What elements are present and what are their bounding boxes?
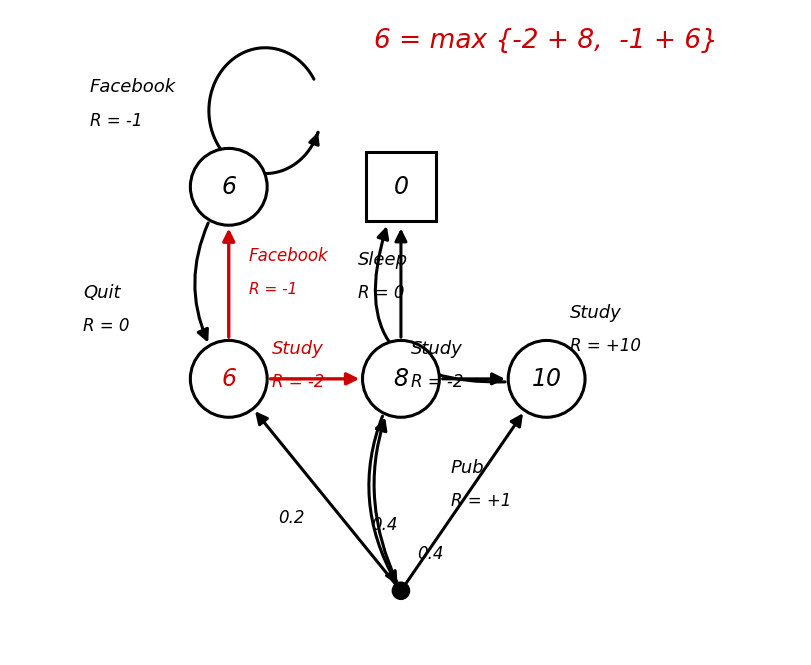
Circle shape	[393, 582, 410, 599]
Text: Study: Study	[272, 340, 324, 358]
Text: R = 0: R = 0	[83, 317, 130, 335]
Text: R = 0: R = 0	[358, 284, 405, 302]
Text: 10: 10	[532, 367, 562, 391]
Text: R = -1: R = -1	[249, 282, 297, 297]
Text: R = -2: R = -2	[272, 373, 324, 391]
FancyBboxPatch shape	[367, 152, 436, 221]
Text: 6 = max {-2 + 8,  -1 + 6}: 6 = max {-2 + 8, -1 + 6}	[375, 28, 719, 54]
Text: Pub: Pub	[451, 460, 484, 477]
Circle shape	[363, 340, 440, 417]
Circle shape	[508, 340, 585, 417]
Text: Facebook: Facebook	[90, 78, 176, 96]
Text: 6: 6	[221, 367, 236, 391]
Text: 0.4: 0.4	[418, 545, 444, 563]
Text: 0: 0	[393, 175, 409, 199]
Text: Facebook: Facebook	[249, 247, 328, 265]
Text: R = -2: R = -2	[411, 373, 463, 391]
Text: 8: 8	[393, 367, 409, 391]
Text: R = +1: R = +1	[451, 492, 511, 510]
Circle shape	[191, 148, 267, 225]
Text: 0.4: 0.4	[371, 515, 397, 533]
Text: Quit: Quit	[83, 284, 121, 302]
Text: Study: Study	[570, 304, 621, 322]
Text: 6: 6	[221, 175, 236, 199]
Text: 0.2: 0.2	[278, 509, 305, 527]
Circle shape	[191, 340, 267, 417]
Text: R = +10: R = +10	[570, 336, 641, 354]
Text: Study: Study	[411, 340, 462, 358]
Text: R = -1: R = -1	[90, 112, 142, 130]
Text: Sleep: Sleep	[358, 251, 408, 269]
